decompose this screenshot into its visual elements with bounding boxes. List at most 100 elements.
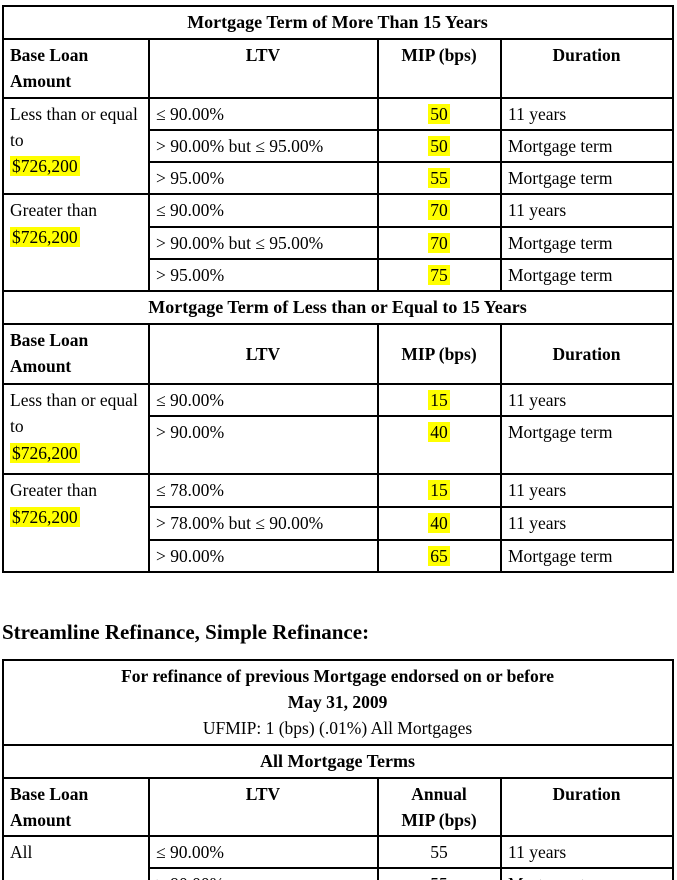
intro-row: For refinance of previous Mortgage endor… <box>1 658 675 746</box>
column-header-row: Base Loan Amount LTV Annual MIP (bps) Du… <box>2 776 675 837</box>
duration-cell: 11 years <box>500 96 674 131</box>
duration-cell: Mortgage term <box>500 225 674 260</box>
ltv-cell: > 90.00% <box>148 415 379 476</box>
ltv-cell: > 90.00% <box>148 867 379 880</box>
highlighted-amount: $726,200 <box>10 506 80 527</box>
duration-cell: Mortgage term <box>500 415 674 476</box>
mip-cell: 40 <box>377 415 502 476</box>
table-row: > 78.00% but ≤ 90.00% 40 11 years <box>3 505 674 541</box>
refinance-intro-cell: For refinance of previous Mortgage endor… <box>1 658 675 746</box>
mip-cell: 70 <box>377 225 502 260</box>
col-header-ltv: LTV <box>148 776 379 837</box>
group-label-text: Less than or equal to <box>10 103 138 150</box>
highlighted-amount: $726,200 <box>10 226 80 247</box>
col-header-ltv: LTV <box>148 323 379 385</box>
duration-cell: Mortgage term <box>499 867 675 880</box>
table-row: > 90.00% 65 Mortgage term <box>3 538 674 573</box>
col-header-duration: Duration <box>499 776 675 837</box>
table-row: > 95.00% 75 Mortgage term <box>3 257 674 293</box>
banner-row-all-mortgage-terms: All Mortgage Terms <box>1 743 675 779</box>
group-label-text: Greater than <box>10 480 97 501</box>
highlighted-mip-value: 40 <box>428 422 450 443</box>
base-loan-group-label: Less than or equal to $726,200 <box>2 382 150 476</box>
banner-row-more-than-15: Mortgage Term of More Than 15 Years <box>2 5 674 40</box>
duration-cell: 11 years <box>500 193 674 228</box>
group-amount-line: $726,200 <box>10 153 141 179</box>
column-header-row: Base Loan Amount LTV MIP (bps) Duration <box>2 323 674 385</box>
highlighted-mip-value: 65 <box>428 545 450 566</box>
refinance-mip-table: For refinance of previous Mortgage endor… <box>1 658 675 880</box>
col-header-annual-mip: Annual MIP (bps) <box>377 776 502 837</box>
col-header-mip: MIP (bps) <box>377 323 502 385</box>
duration-cell: 11 years <box>499 834 675 870</box>
intro-line-2: May 31, 2009 <box>287 692 388 712</box>
table-row: Less than or equal to $726,200 ≤ 90.00% … <box>2 96 674 196</box>
table-title-all-mortgage-terms: All Mortgage Terms <box>1 743 675 779</box>
table-row: Greater than $726,200 ≤ 90.00% 70 11 yea… <box>2 193 674 292</box>
highlighted-mip-value: 15 <box>428 480 450 501</box>
mip-cell: 55 <box>377 867 502 880</box>
table-row: > 95.00% 55 Mortgage term <box>3 160 674 196</box>
mip-cell: 50 <box>377 96 502 131</box>
base-loan-group-label: Greater than $726,200 <box>2 473 150 573</box>
mip-cell: 75 <box>377 257 502 293</box>
ltv-cell: ≤ 78.00% <box>148 473 379 508</box>
highlighted-mip-value: 55 <box>428 168 450 188</box>
section-heading-streamline-refinance: Streamline Refinance, Simple Refinance: <box>2 619 370 644</box>
duration-cell: 11 years <box>500 382 674 418</box>
duration-cell: Mortgage term <box>500 128 674 164</box>
col-header-base-loan-amount: Base Loan Amount <box>2 38 150 99</box>
intro-line-3-ufmip: UFMIP: 1 (bps) (.01%) All Mortgages <box>202 718 473 739</box>
mip-cell: 55 <box>377 160 502 196</box>
highlighted-amount: $726,200 <box>10 442 80 463</box>
mip-cell: 40 <box>377 505 502 541</box>
highlighted-mip-value: 15 <box>428 390 450 410</box>
mip-cell: 55 <box>377 834 502 870</box>
duration-cell: Mortgage term <box>500 160 674 196</box>
mip-cell: 65 <box>377 538 502 573</box>
duration-cell: 11 years <box>500 473 674 508</box>
table-row: Greater than $726,200 ≤ 78.00% 15 11 yea… <box>2 473 674 573</box>
table-title-more-than-15: Mortgage Term of More Than 15 Years <box>2 5 674 40</box>
table-title-less-than-15: Mortgage Term of Less than or Equal to 1… <box>2 290 674 325</box>
table-row: > 90.00% 40 Mortgage term <box>3 415 674 476</box>
table-row: Less than or equal to $726,200 ≤ 90.00% … <box>2 382 674 476</box>
highlighted-amount: $726,200 <box>10 156 80 176</box>
col-header-base-loan-amount: Base Loan Amount <box>2 323 150 385</box>
group-label-text: Less than or equal to <box>10 390 138 437</box>
ltv-cell: ≤ 90.00% <box>148 193 379 228</box>
highlighted-mip-value: 70 <box>428 200 450 221</box>
ltv-cell: > 95.00% <box>148 160 379 196</box>
table-row: All ≤ 90.00% 55 11 years <box>2 834 675 880</box>
ltv-cell: > 90.00% but ≤ 95.00% <box>148 225 379 260</box>
highlighted-mip-value: 40 <box>428 512 450 533</box>
ltv-cell: > 90.00% <box>148 538 379 573</box>
highlighted-mip-value: 50 <box>428 103 450 124</box>
highlighted-mip-value: 75 <box>428 264 450 285</box>
table-row: > 90.00% but ≤ 95.00% 50 Mortgage term <box>3 128 674 164</box>
ltv-cell: > 95.00% <box>148 257 379 293</box>
group-amount-line: $726,200 <box>10 504 141 530</box>
mip-cell: 50 <box>377 128 502 164</box>
base-loan-group-label: All <box>2 835 150 880</box>
group-amount-line: $726,200 <box>10 440 141 466</box>
ltv-cell: ≤ 90.00% <box>148 96 379 131</box>
duration-cell: Mortgage term <box>500 538 674 573</box>
col-header-duration: Duration <box>500 323 674 385</box>
col-header-base-loan-amount: Base Loan Amount <box>2 776 150 837</box>
base-loan-group-label: Less than or equal to $726,200 <box>2 96 150 196</box>
highlighted-mip-value: 50 <box>428 135 450 156</box>
mip-cell: 15 <box>377 473 502 508</box>
table-row: > 90.00% but ≤ 95.00% 70 Mortgage term <box>3 225 674 260</box>
col-header-ltv: LTV <box>148 38 379 99</box>
mip-term-table: Mortgage Term of More Than 15 Years Base… <box>2 5 674 573</box>
ltv-cell: ≤ 90.00% <box>148 834 379 870</box>
banner-row-less-than-15: Mortgage Term of Less than or Equal to 1… <box>2 290 674 325</box>
intro-line-1: For refinance of previous Mortgage endor… <box>121 665 554 686</box>
ltv-cell: ≤ 90.00% <box>148 382 379 418</box>
ltv-cell: > 90.00% but ≤ 95.00% <box>148 128 379 164</box>
base-loan-group-label: Greater than $726,200 <box>2 193 150 292</box>
col-header-duration: Duration <box>500 38 674 99</box>
column-header-row: Base Loan Amount LTV MIP (bps) Duration <box>2 38 674 99</box>
duration-cell: 11 years <box>500 505 674 541</box>
